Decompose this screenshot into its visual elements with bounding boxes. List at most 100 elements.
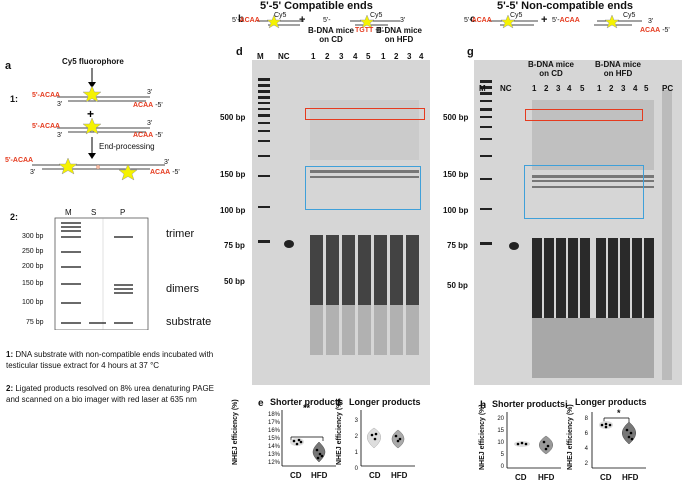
violin-e-tick: 17% (267, 420, 280, 426)
violin-f-plot (360, 410, 415, 467)
gel-g-lane-h3: 3 (621, 84, 626, 93)
star-icon (500, 14, 516, 29)
end-5-3: -5' (172, 169, 180, 176)
c-cy5-left: Cy5 (510, 12, 523, 19)
panel-label-e: e (258, 398, 264, 409)
note-1: 1: DNA substrate with non-compatible end… (6, 350, 216, 371)
b-right-seq: TGTT (355, 27, 374, 34)
violin-i-tick: 2 (584, 461, 588, 467)
panel-label-d: d (236, 46, 243, 58)
violin-f-title: Longer products (349, 397, 421, 407)
seq-acaa-2: ACAA (133, 132, 154, 139)
panel-label-h: h (480, 400, 487, 411)
gel-d-group-cd: B-DNA mice on CD (308, 26, 354, 44)
gel-g (474, 60, 682, 385)
gel-d-lane-h3: 3 (407, 52, 412, 61)
seq-acaa-3: ACAA (150, 169, 171, 176)
ladder-75: 75 bp (26, 319, 44, 326)
violin-e-tick: 12% (267, 460, 280, 466)
ladder-200: 200 bp (22, 263, 44, 270)
gel-g-group-cd: B-DNA mice on CD (528, 60, 574, 78)
gel-d-lane-1: 1 (311, 52, 316, 61)
seq-acaa: ACAA (133, 102, 154, 109)
star-icon (604, 14, 620, 29)
trimer-label: trimer (166, 228, 195, 240)
violin-e-sig: ** (303, 403, 311, 413)
violin-e-tick: 15% (267, 436, 280, 442)
note1-text: DNA substrate with non-compatible ends i… (6, 350, 214, 370)
panel-a-schematic: + (32, 68, 165, 330)
panel-label-g: g (467, 46, 474, 58)
violin-f-x-hfd: HFD (391, 471, 408, 480)
panel-c-duplexes (489, 14, 642, 29)
violin-f-tick: 3 (354, 418, 358, 424)
b-prime5: 5'- (232, 17, 240, 24)
gel-g-group-hfd: B-DNA mice on HFD (595, 60, 641, 78)
violin-e-plot (281, 410, 336, 467)
gel-g-lane-h4: 4 (633, 84, 638, 93)
gel-g-size-50: 50 bp (447, 281, 468, 290)
gel-d-lane-m: M (257, 52, 264, 61)
c-prime5: 5'- (464, 17, 472, 24)
seq-5acaa: 5'-ACAA (32, 92, 61, 99)
gel-g-lane-3: 3 (556, 84, 561, 93)
cy5-title: Cy5 fluorophore (62, 57, 124, 66)
b-cy5-right: Cy5 (370, 12, 383, 19)
panel-c-title: 5'-5' Non-compatible ends (497, 0, 634, 12)
end-processing-label: End-processing (99, 142, 155, 151)
ladder-250: 250 bp (22, 248, 44, 255)
gel-d-group-hfd: B-DNA mice on HFD (376, 26, 422, 44)
gel-g-size-150: 150 bp (443, 170, 469, 179)
violin-h-tick: 0 (500, 464, 504, 470)
violin-f-ylabel: NHEJ efficiency (%) (336, 399, 343, 465)
violin-e-x-hfd: HFD (311, 471, 328, 480)
violin-e-title: Shorter products (270, 397, 344, 407)
col-s: S (91, 208, 97, 217)
violin-e-tick: 16% (267, 428, 280, 434)
violin-h-x-cd: CD (515, 473, 527, 482)
note2-num: 2: (6, 384, 14, 393)
violin-e-tick: 14% (267, 444, 280, 450)
gel-g-lane-h5: 5 (644, 84, 649, 93)
violin-i-tick: 6 (584, 431, 588, 437)
end-3b-3: 3' (30, 169, 36, 176)
violin-f-tick: 0 (354, 466, 358, 472)
c-right-top-seq: ACAA (559, 17, 580, 24)
violin-i-ylabel: NHEJ efficiency (%) (567, 404, 574, 470)
ladder-100: 100 bp (22, 299, 44, 306)
gel-g-size-75: 75 bp (447, 241, 468, 250)
panel-label-a: a (5, 60, 12, 72)
end-5: -5' (155, 102, 163, 109)
gel-g-lane-h1: 1 (597, 84, 602, 93)
end-3b-2: 3' (57, 132, 63, 139)
b-plus: + (299, 14, 306, 26)
gel-g-lane-m: M (479, 84, 486, 93)
gel-d (252, 60, 430, 385)
star-icon (82, 85, 102, 103)
violin-h-plot (506, 412, 561, 469)
box-500-g (525, 109, 643, 121)
gel-g-lane-nc: NC (500, 84, 512, 93)
panel-b-duplexes (257, 14, 400, 29)
b-prime5-2: 5'- (323, 17, 331, 24)
note1-num: 1: (6, 350, 14, 359)
seq-5acaa-2: 5'-ACAA (32, 123, 61, 130)
violin-i-x-hfd: HFD (622, 473, 639, 482)
gel-g-lane-2: 2 (544, 84, 549, 93)
gel-d-lane-2: 2 (325, 52, 330, 61)
col-p: P (120, 208, 126, 217)
gel-d-size-500: 500 bp (220, 113, 246, 122)
gel-g-lane-5: 5 (580, 84, 585, 93)
end-3-3: 3' (164, 159, 170, 166)
star-icon (58, 157, 78, 175)
violin-h-x-hfd: HFD (538, 473, 555, 482)
star-icon (82, 117, 102, 135)
dimers-label: dimers (166, 283, 200, 295)
violin-f-tick: 1 (354, 450, 358, 456)
gel-d-lane-h4: 4 (419, 52, 424, 61)
gel-d-lane-h2: 2 (394, 52, 399, 61)
b-end5: -5' (375, 27, 383, 34)
end-3b: 3' (57, 101, 63, 108)
box-150-g (524, 165, 644, 219)
violin-e-ylabel: NHEJ efficiency (%) (232, 399, 239, 465)
